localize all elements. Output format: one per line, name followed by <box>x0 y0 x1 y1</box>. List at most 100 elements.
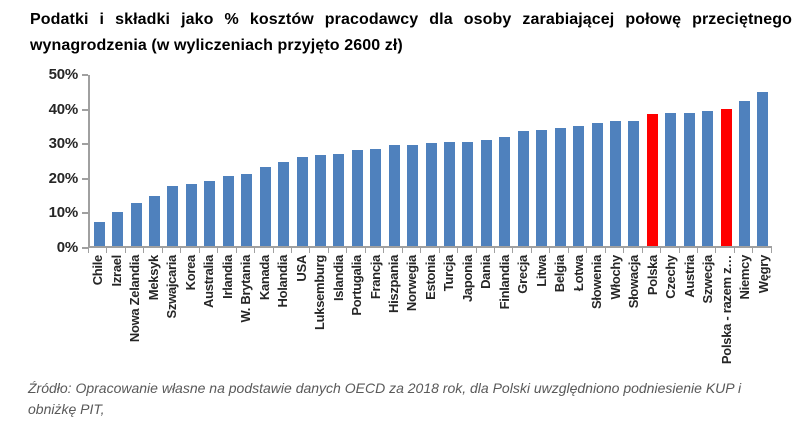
y-tick-label: 10% <box>48 204 79 222</box>
x-tick-mark <box>200 248 219 253</box>
bar-slot <box>422 75 440 246</box>
bar <box>130 203 142 246</box>
x-tick-mark <box>347 248 366 253</box>
bar <box>222 175 234 246</box>
x-tick-mark <box>366 248 385 253</box>
bar <box>314 155 326 246</box>
y-tick-label: 30% <box>48 135 79 153</box>
bar-slot <box>367 75 385 246</box>
x-label-cell: Holandia <box>273 255 291 363</box>
bar <box>462 141 474 246</box>
x-tick-mark <box>532 248 551 253</box>
x-tick-mark <box>716 248 735 253</box>
bar <box>167 186 179 246</box>
x-axis-label: Niemcy <box>737 255 753 300</box>
y-tick-label: 0% <box>56 239 78 256</box>
x-label-cell: Litwa <box>532 255 550 363</box>
x-label-cell: Francja <box>365 255 383 363</box>
x-axis-label: Luksemburg <box>312 255 328 331</box>
bar <box>665 112 677 246</box>
x-axis-label: Estonia <box>422 255 438 300</box>
x-label-cell: Słowacja <box>624 255 642 363</box>
x-label-cell: Grecja <box>513 255 531 363</box>
x-axis-label: Australia <box>201 255 217 308</box>
bar-slot <box>588 75 606 246</box>
x-label-cell: Estonia <box>421 255 439 363</box>
bar <box>683 112 695 246</box>
bar-slot <box>90 75 108 246</box>
x-axis-label: Austria <box>681 255 697 298</box>
x-axis-label: Japonia <box>459 255 475 303</box>
x-tick-mark <box>126 248 145 253</box>
bar <box>573 126 585 246</box>
x-tick-mark <box>624 248 643 253</box>
x-axis-label: Słowenia <box>589 255 605 309</box>
y-tick-label: 20% <box>48 169 79 187</box>
bar-slot <box>293 75 311 246</box>
x-label-cell: Belgia <box>550 255 568 363</box>
x-label-cell: USA <box>291 255 309 363</box>
x-tick-mark <box>163 248 182 253</box>
x-label-cell: Finlandia <box>495 255 513 363</box>
y-tick-label: 50% <box>48 66 79 83</box>
x-axis-label: Meksyk <box>145 255 161 301</box>
x-axis-label: Litwa <box>533 255 549 287</box>
x-axis-label: USA <box>293 255 309 282</box>
bar <box>370 148 382 246</box>
x-tick-mark <box>440 248 459 253</box>
x-tick-mark <box>477 248 495 253</box>
bar <box>646 114 658 246</box>
x-tick-mark <box>550 248 569 253</box>
bar <box>444 141 456 246</box>
x-label-cell: Nowa Zelandia <box>125 255 143 363</box>
bar-slot <box>680 75 698 246</box>
bar-slot <box>348 75 366 246</box>
x-label-cell: Portugalia <box>347 255 365 363</box>
bar-slot <box>330 75 348 246</box>
x-tick-mark <box>569 248 588 253</box>
x-label-cell: Meksyk <box>143 255 161 363</box>
x-tick-mark <box>698 248 717 253</box>
x-axis-label: Irlandia <box>219 255 235 299</box>
x-tick-mark <box>274 248 292 253</box>
bar <box>259 167 271 246</box>
x-label-cell: Islandia <box>328 255 346 363</box>
x-tick-mark <box>218 248 237 253</box>
x-tick-mark <box>384 248 403 253</box>
x-tick-mark <box>107 248 126 253</box>
bar-slot <box>569 75 587 246</box>
bar-slot <box>477 75 495 246</box>
bar-slot <box>403 75 421 246</box>
x-tick-mark <box>144 248 163 253</box>
bar <box>112 211 124 246</box>
bar-slot <box>735 75 753 246</box>
x-axis-label: Francja <box>367 255 383 300</box>
plot-area <box>88 75 772 248</box>
x-axis-label: Dania <box>478 255 494 289</box>
x-tick-mark <box>753 248 772 253</box>
x-label-cell: W. Brytania <box>236 255 254 363</box>
bar <box>278 162 290 246</box>
x-tick-mark <box>255 248 274 253</box>
bar <box>628 121 640 246</box>
x-axis-label: Szwecja <box>700 255 716 304</box>
y-tick-mark <box>82 247 88 249</box>
x-label-cell: Włochy <box>606 255 624 363</box>
x-axis-label: Norwegia <box>404 255 420 312</box>
x-label-cell: Hiszpania <box>384 255 402 363</box>
x-tick-mark <box>661 248 680 253</box>
x-axis-label: Islandia <box>330 255 346 302</box>
x-axis-label: Nowa Zelandia <box>127 255 143 343</box>
x-label-cell: Łotwa <box>569 255 587 363</box>
x-axis-label: W. Brytania <box>238 255 254 323</box>
x-label-cell: Australia <box>199 255 217 363</box>
bar-slot <box>182 75 200 246</box>
bar-slot <box>643 75 661 246</box>
y-tick-mark <box>82 74 88 76</box>
bar <box>554 128 566 246</box>
y-tick-mark <box>82 177 88 180</box>
x-axis-label: Włochy <box>607 255 623 300</box>
bar-slot <box>533 75 551 246</box>
x-tick-mark <box>458 248 477 253</box>
chart-title-line2: wynagrodzenia (w wyliczeniach przyjęto 2… <box>30 37 403 54</box>
